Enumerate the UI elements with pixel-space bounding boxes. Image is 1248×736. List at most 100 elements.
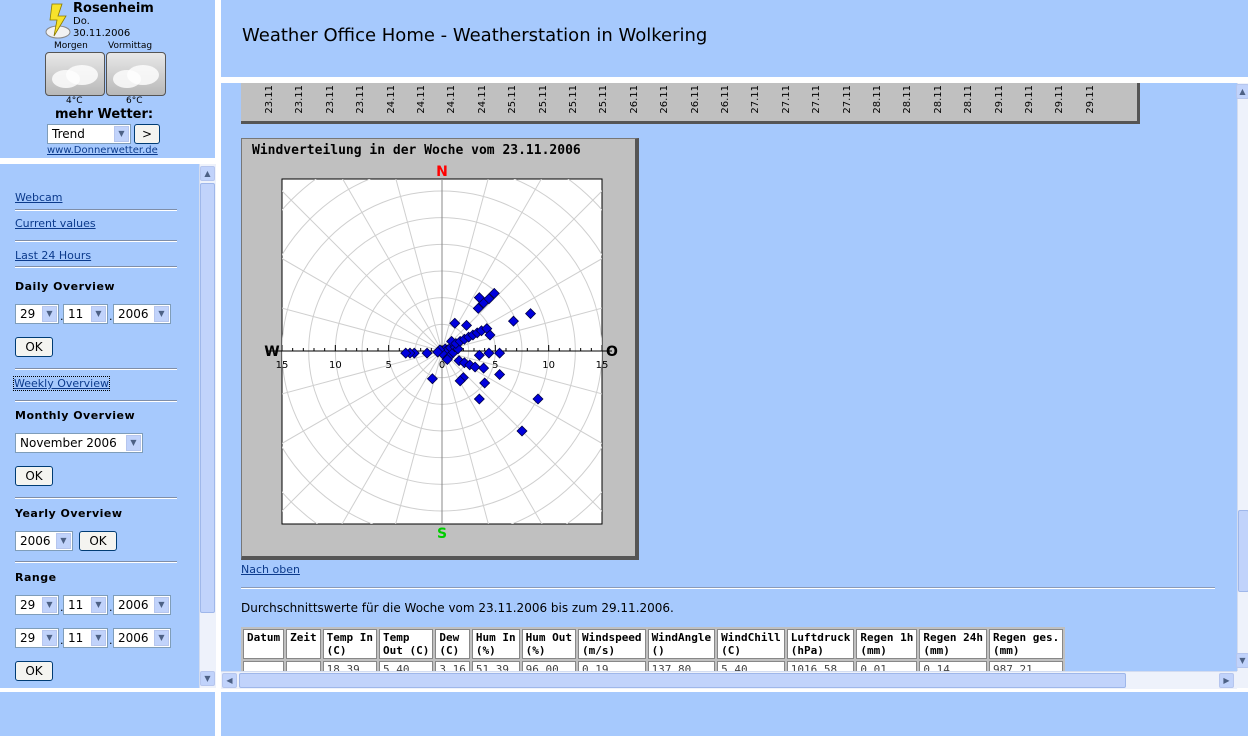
table-cell: 137.80: [647, 661, 716, 671]
date-axis-label: 24.11: [446, 85, 458, 114]
axis-tick-label: 0: [439, 360, 445, 371]
range-to-day-select[interactable]: 29 ▼: [15, 628, 59, 648]
date-separator: .: [60, 601, 64, 614]
wind-data-point: [525, 308, 537, 320]
weekly-average-table: Datum Zeit Temp In (C) Temp Out (C) Dew (C) Hum …: [241, 627, 1066, 671]
table-cell: 3.16: [435, 661, 470, 671]
column-header: Luftdruck (hPa): [786, 629, 855, 659]
column-header-line: (C): [326, 644, 347, 657]
grid-spoke: [395, 350, 443, 524]
wind-data-point: [472, 302, 484, 314]
range-from-day-select[interactable]: 29 ▼: [15, 595, 59, 615]
header-frame: Weather Office Home - Weatherstation in …: [221, 0, 1248, 77]
axis-tick-label: 10: [329, 360, 342, 371]
grid-spoke: [282, 307, 443, 352]
scroll-down-icon[interactable]: ▼: [1236, 653, 1248, 668]
range-from-year-select[interactable]: 2006 ▼: [113, 595, 171, 615]
daily-month-select[interactable]: 11 ▼: [63, 304, 108, 324]
column-header-line: WindChill: [721, 631, 781, 644]
table-cell: 0.14: [919, 661, 987, 671]
period-label-morning: Morgen: [54, 41, 88, 51]
donnerwetter-link[interactable]: www.Donnerwetter.de: [47, 145, 158, 156]
thunderstorm-icon: [45, 3, 71, 39]
content-horizontal-scrollbar[interactable]: ◀ ▶: [221, 671, 1237, 689]
yearly-select[interactable]: 2006 ▼: [15, 531, 73, 551]
scroll-down-icon[interactable]: ▼: [200, 671, 215, 686]
grid-spoke: [282, 258, 443, 352]
frame-divider: [0, 688, 1248, 692]
scroll-left-icon[interactable]: ◀: [222, 673, 237, 688]
direction-label-south: S: [437, 526, 447, 542]
column-header: Hum Out (%): [521, 629, 576, 659]
trend-select[interactable]: Trend ▼: [47, 124, 131, 144]
date-axis-label: 28.11: [963, 85, 975, 114]
content-scroll-thumb[interactable]: [1238, 510, 1248, 592]
range-from-month-select[interactable]: 11 ▼: [63, 595, 108, 615]
date-axis-label: 29.11: [1054, 85, 1066, 114]
chevron-down-icon: ▼: [56, 533, 71, 549]
content-hscroll-thumb[interactable]: [239, 673, 1126, 688]
date-axis-label: 26.11: [720, 85, 731, 114]
nav-last-24-hours-link[interactable]: Last 24 Hours: [15, 249, 92, 262]
period-temp-forenoon: 6°C: [126, 96, 143, 106]
date-axis-label: 27.11: [780, 85, 792, 114]
nav-scrollbar[interactable]: ▲ ▼: [199, 164, 216, 688]
column-header-line: Hum In: [475, 631, 516, 644]
date-axis-label: 26.11: [659, 85, 671, 114]
trend-select-value: Trend: [52, 127, 85, 141]
date-axis-label: 23.11: [264, 85, 275, 114]
wind-data-point: [426, 373, 438, 385]
column-header-line: (mm): [860, 644, 887, 657]
date-axis-label: 29.11: [1024, 85, 1035, 114]
table-row: 18.39 5.40 3.16 51.39 96.00 0.19 137.80 5.40 101…: [243, 661, 1064, 671]
nav-weekly-overview-link[interactable]: Weekly Overview: [13, 376, 110, 391]
date-axis-label: 23.11: [294, 85, 306, 114]
wind-data-point: [441, 354, 453, 366]
grid-spoke: [441, 307, 602, 352]
range-to-month-select[interactable]: 11 ▼: [63, 628, 108, 648]
content-scrollbar[interactable]: ▲ ▼: [1236, 83, 1248, 671]
column-header-line: WindAngle: [651, 631, 712, 644]
daily-day-select[interactable]: 29 ▼: [15, 304, 59, 324]
column-header: Regen ges. (mm): [988, 629, 1064, 659]
monthly-select[interactable]: November 2006 ▼: [15, 433, 143, 453]
scroll-up-icon[interactable]: ▲: [200, 166, 215, 181]
table-cell: 51.39: [471, 661, 520, 671]
column-header-line: Luftdruck: [790, 631, 851, 644]
chevron-down-icon: ▼: [154, 630, 169, 646]
chevron-down-icon: ▼: [91, 597, 106, 613]
direction-label-north: N: [436, 164, 448, 180]
date-axis-label: 24.11: [385, 85, 397, 114]
date-axis-label: 26.11: [628, 85, 640, 114]
daily-ok-button[interactable]: OK: [15, 337, 53, 357]
date-axis-label: 25.11: [537, 85, 549, 114]
nav-webcam-link[interactable]: Webcam: [15, 191, 63, 204]
column-header-line: (): [651, 644, 665, 657]
weather-widget: Rosenheim Do. 30.11.2006 Morgen Vormitta…: [0, 0, 215, 158]
nav-scroll-thumb[interactable]: [200, 183, 215, 613]
scroll-right-icon[interactable]: ▶: [1219, 673, 1234, 688]
scroll-up-icon[interactable]: ▲: [1236, 84, 1248, 99]
monthly-ok-button[interactable]: OK: [15, 466, 53, 486]
daily-month-value: 11: [68, 307, 84, 321]
daily-year-select[interactable]: 2006 ▼: [113, 304, 171, 324]
axis-tick-label: 5: [492, 360, 498, 371]
nav-divider: [15, 266, 177, 268]
range-ok-button[interactable]: OK: [15, 661, 53, 681]
widget-go-button[interactable]: >: [134, 124, 160, 144]
nav-current-values-link[interactable]: Current values: [15, 217, 96, 230]
range-to-year-select[interactable]: 2006 ▼: [113, 628, 171, 648]
column-header-line: (%): [475, 644, 496, 657]
yearly-ok-button[interactable]: OK: [79, 531, 117, 551]
column-header: Regen 1h (mm): [856, 629, 918, 659]
back-to-top-link[interactable]: Nach oben: [241, 563, 300, 576]
range-to-month-value: 11: [68, 631, 84, 645]
navigation-frame: Webcam Current values Last 24 Hours Dail…: [0, 164, 199, 688]
wind-data-point: [484, 329, 496, 341]
grid-spoke: [441, 350, 602, 395]
column-header: Dew (C): [435, 629, 470, 659]
date-axis-label: 27.11: [811, 85, 823, 114]
column-header-line: Datum: [247, 631, 281, 644]
grid-spoke: [282, 350, 443, 444]
widget-day: Do.: [73, 16, 90, 27]
